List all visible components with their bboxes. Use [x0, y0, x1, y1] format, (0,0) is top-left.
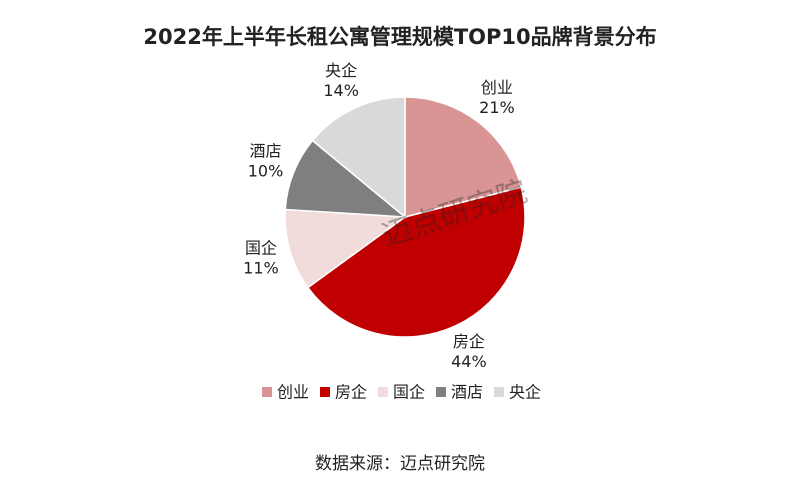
legend-label: 国企 [393, 383, 425, 402]
pie-slice [284, 139, 408, 218]
legend-label: 创业 [277, 383, 309, 402]
pie-slice [404, 96, 523, 218]
slice-label: 创业 [481, 78, 513, 97]
pie-slice [311, 96, 406, 219]
data-label: 14% [323, 81, 359, 100]
data-label: 44% [451, 352, 487, 371]
chart-title: 2022年上半年长租公寓管理规模TOP10品牌背景分布 [143, 25, 656, 49]
legend-label: 酒店 [451, 383, 483, 402]
legend-swatch [320, 387, 330, 397]
slice-label: 央企 [325, 61, 357, 80]
slice-label: 酒店 [250, 141, 282, 160]
source-note: 数据来源：迈点研究院 [315, 454, 485, 474]
data-label: 21% [479, 98, 515, 117]
legend-swatch [262, 387, 272, 397]
legend-label: 央企 [509, 383, 541, 402]
pie-slice [306, 186, 526, 338]
pie-slice [284, 208, 408, 289]
legend-swatch [436, 387, 446, 397]
data-label: 11% [243, 258, 279, 277]
legend-swatch [494, 387, 504, 397]
slice-label: 国企 [245, 238, 277, 257]
legend-label: 房企 [335, 383, 367, 402]
legend-swatch [378, 387, 388, 397]
slice-label: 房企 [453, 332, 485, 351]
data-label: 10% [248, 161, 284, 180]
